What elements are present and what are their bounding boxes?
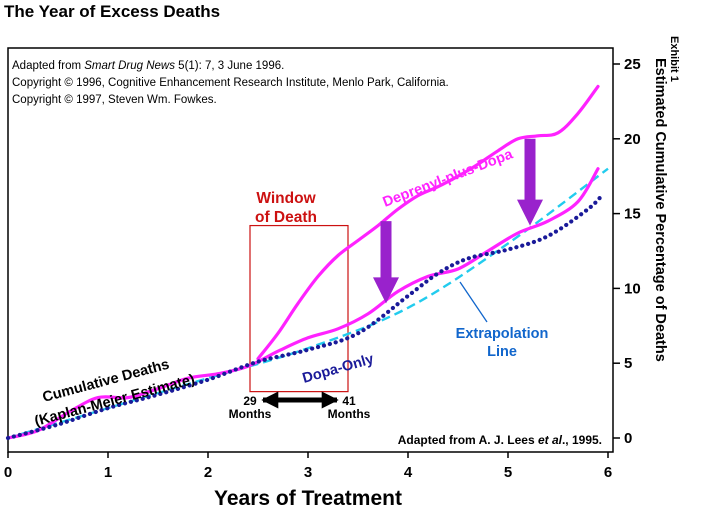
x-tick-label: 5	[504, 464, 512, 481]
x-tick-label: 4	[404, 464, 413, 481]
source-citation: Adapted from A. J. Lees et al., 1995.	[398, 433, 602, 447]
window-label-line-2: of Death	[255, 209, 317, 226]
months-start-unit: Months	[229, 407, 272, 421]
months-end-value: 41	[342, 394, 356, 408]
gap-arrow	[517, 138, 543, 226]
credit-line-2: Copyright © 1996, Cognitive Enhancement …	[12, 77, 449, 89]
y-tick-label: 10	[624, 280, 641, 297]
y-axis: 0 5 10 15 20 25	[613, 56, 641, 447]
plot-frame	[7, 47, 614, 453]
extrapolation-pointer	[459, 281, 488, 323]
y-tick-label: 20	[624, 131, 641, 148]
extrapolation-label-line-1: Extrapolation	[456, 326, 549, 342]
deprenyl-plus-dopa-line	[6, 167, 600, 440]
x-tick-label: 6	[604, 464, 612, 481]
arrow-layer	[373, 138, 543, 304]
credit-prefix: Adapted from	[12, 60, 85, 72]
source-prefix: Adapted from A. J. Lees	[398, 433, 538, 447]
chart-title: The Year of Excess Deaths	[4, 2, 221, 21]
credit-publication: Smart Drug News	[84, 60, 175, 72]
series-layer	[5, 84, 609, 441]
x-tick-label: 0	[4, 464, 12, 481]
y-tick-label: 5	[624, 355, 632, 372]
credit-line-1: Adapted from Smart Drug News 5(1): 7, 3 …	[12, 58, 449, 75]
x-axis: 0 1 2 3 4 5 6	[4, 452, 612, 481]
dopa-only-label: Dopa-Only	[301, 351, 376, 387]
window-label-line-1: Window	[256, 190, 316, 207]
y-tick-label: 0	[624, 430, 632, 447]
source-suffix: ., 1995.	[562, 433, 602, 447]
x-tick-label: 3	[304, 464, 312, 481]
x-axis-label: Years of Treatment	[214, 487, 402, 510]
y-axis-label: Estimated Cumulative Percentage of Death…	[652, 58, 668, 362]
dopa-only-line	[5, 192, 606, 441]
gap-arrow	[373, 221, 399, 304]
y-tick-label: 15	[624, 206, 641, 223]
deprenyl-plus-dopa-line	[256, 84, 600, 361]
extrapolation-label-line-2: Line	[487, 344, 517, 360]
months-start-value: 29	[243, 394, 257, 408]
source-et-al: et al	[538, 433, 563, 447]
y-tick-label: 25	[624, 56, 641, 73]
credits-block: Adapted from Smart Drug News 5(1): 7, 3 …	[12, 58, 449, 109]
x-tick-label: 2	[204, 464, 212, 481]
credit-suffix: 5(1): 7, 3 June 1996.	[174, 60, 285, 72]
deprenyl-plus-dopa-label: Deprenyl-plus-Dopa	[381, 146, 516, 211]
months-end-unit: Months	[328, 407, 371, 421]
x-tick-label: 1	[104, 464, 112, 481]
credit-line-3: Copyright © 1997, Steven Wm. Fowkes.	[12, 94, 217, 106]
